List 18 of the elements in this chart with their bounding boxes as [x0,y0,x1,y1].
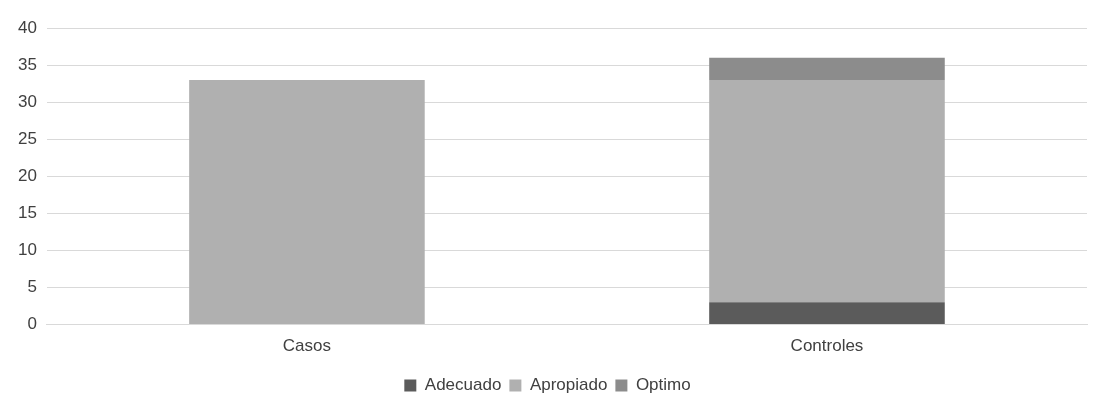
bar [709,57,945,81]
bar [709,80,945,303]
y-tick-label: 30 [17,91,37,111]
y-tick-label: 20 [17,166,37,186]
legend-label: Optimo [635,375,691,395]
y-tick-label: 10 [17,240,37,260]
y-tick-label: 25 [17,129,37,149]
y-tick-label: 5 [27,277,37,297]
legend-label: Apropiado [529,375,608,395]
x-tick-label: Casos [282,336,332,356]
legend-label: Adecuado [424,375,502,395]
y-tick-label: 15 [17,203,37,223]
bar [189,80,425,325]
y-tick-label: 35 [17,54,37,74]
bar [709,302,945,325]
y-tick-label: 40 [17,17,37,37]
x-tick-label: Controles [790,336,864,356]
y-tick-label: 0 [27,314,37,334]
